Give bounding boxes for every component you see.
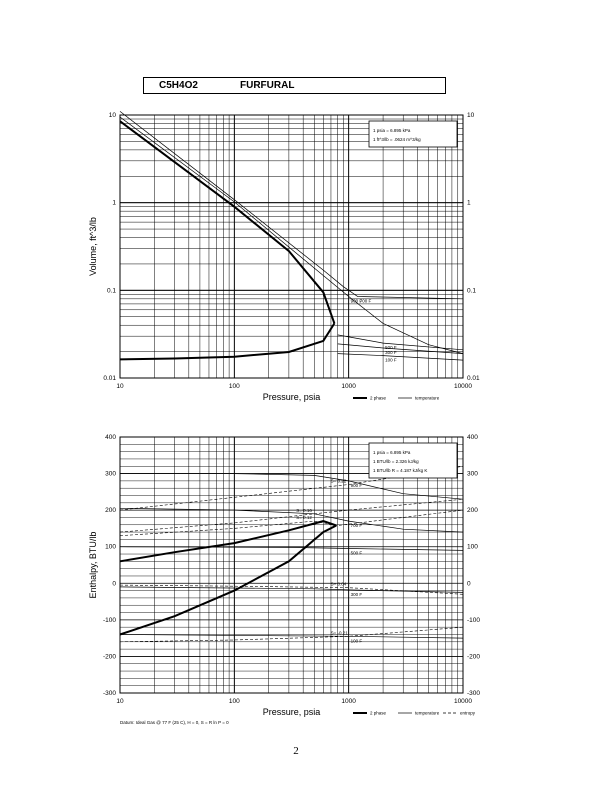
y-tick-label-right: 0.01 xyxy=(467,375,480,382)
saturated-liquid-line xyxy=(119,322,336,361)
y-tick-label: 400 xyxy=(105,434,116,441)
y-tick-label: -300 xyxy=(103,690,116,697)
legend-label: 2 phase xyxy=(370,711,387,716)
isotherm-label: 900 F xyxy=(351,299,363,304)
isotherm-line xyxy=(119,507,464,533)
chart-1 xyxy=(119,111,464,399)
isotherm-label: 900 F xyxy=(351,483,363,488)
legend-label: entropy xyxy=(460,711,476,716)
y-tick-label: 1 xyxy=(112,200,116,207)
y-tick-label-right: 10 xyxy=(467,112,475,119)
page-number: 2 xyxy=(293,745,299,757)
conversion-text: 1 BTU/lb R = 4.187 kJ/kg K xyxy=(373,468,427,473)
y-tick-label-right: 100 xyxy=(467,544,478,551)
isotherm-label: 700 F xyxy=(360,299,372,304)
y-tick-label: 0.1 xyxy=(107,287,116,294)
y-tick-label: -200 xyxy=(103,653,116,660)
y-tick-label-right: -300 xyxy=(467,690,480,697)
y-tick-label-right: 400 xyxy=(467,434,478,441)
isotherm-line xyxy=(337,343,464,354)
conversion-text: 1 BTU/lb = 2.326 kJ/kg xyxy=(373,459,419,464)
isotherm-line xyxy=(119,634,464,639)
entropy-label: S= 0.12 xyxy=(296,515,312,520)
y-tick-label: 300 xyxy=(105,471,116,478)
y-tick-label: 200 xyxy=(105,507,116,514)
conversion-text: 1 ft^3/lb = .0624 m^3/kg xyxy=(373,137,421,142)
isotherm-line xyxy=(337,334,464,351)
y-tick-label: 0 xyxy=(112,580,116,587)
legend-label: 2 phase xyxy=(370,396,387,401)
entropy-label: S= 0.04 xyxy=(331,582,347,587)
legend-label: temperature xyxy=(415,711,440,716)
conversion-text: 1 psia = 6.895 kPa xyxy=(373,128,411,133)
x-tick-label: 100 xyxy=(229,383,240,390)
y-axis-title: Enthalpy, BTU/lb xyxy=(88,532,98,599)
saturated-liquid-line xyxy=(119,524,337,636)
y-tick-label-right: -200 xyxy=(467,653,480,660)
plot-frame xyxy=(119,436,464,694)
y-axis-title: Volume, ft^3/lb xyxy=(88,217,98,276)
entropy-line xyxy=(119,509,464,536)
x-tick-label: 10 xyxy=(116,383,124,390)
isotherm-line xyxy=(119,111,464,300)
entropy-label: S= -0.21 xyxy=(331,630,349,635)
isotherm-line xyxy=(119,546,464,551)
conversion-text: 1 psia = 6.895 kPa xyxy=(373,450,411,455)
isotherm-label: 500 F xyxy=(385,345,397,350)
isotherm-label: 700 F xyxy=(351,523,363,528)
chart-2 xyxy=(119,436,464,714)
y-tick-label: -100 xyxy=(103,617,116,624)
conversion-box xyxy=(368,442,458,479)
x-tick-label: 100 xyxy=(229,698,240,705)
y-tick-label: 100 xyxy=(105,544,116,551)
x-tick-label: 10000 xyxy=(454,383,472,390)
y-tick-label-right: -100 xyxy=(467,617,480,624)
y-tick-label-right: 0.1 xyxy=(467,287,476,294)
y-tick-label-right: 300 xyxy=(467,471,478,478)
isotherm-line xyxy=(120,473,464,500)
y-tick-label-right: 0 xyxy=(467,580,471,587)
x-tick-label: 10 xyxy=(116,698,124,705)
isotherm-label: 100 F xyxy=(351,638,363,643)
x-tick-label: 10000 xyxy=(454,698,472,705)
isotherm-label: 100 F xyxy=(385,358,397,363)
legend-label: temperature xyxy=(415,396,440,401)
datum-footnote: Datum: Ideal Gas @ 77 F (25 C), H = 0, S… xyxy=(120,720,229,725)
isotherm-label: 300 F xyxy=(385,350,397,355)
title-box: C5H4O2 FURFURAL xyxy=(143,77,446,94)
y-tick-label: 10 xyxy=(109,112,117,119)
saturated-vapor-line xyxy=(119,120,336,324)
isotherm-label: 300 F xyxy=(351,592,363,597)
y-tick-label-right: 1 xyxy=(467,200,471,207)
isotherm-line xyxy=(337,353,464,361)
y-tick-label: 0.01 xyxy=(103,375,116,382)
y-tick-label-right: 200 xyxy=(467,507,478,514)
chemical-name: FURFURAL xyxy=(240,80,295,91)
x-axis-title: Pressure, psia xyxy=(263,707,321,717)
saturated-vapor-line xyxy=(119,520,337,563)
plot-frame xyxy=(119,114,464,379)
isotherm-line xyxy=(119,116,464,354)
entropy-line xyxy=(119,584,464,595)
x-axis-title: Pressure, psia xyxy=(263,392,321,402)
entropy-line xyxy=(119,498,464,533)
entropy-label: S= 0.16 xyxy=(296,508,312,513)
x-tick-label: 1000 xyxy=(341,698,356,705)
entropy-line xyxy=(119,626,464,643)
entropy-label: S= 0.22 xyxy=(331,479,347,484)
chemical-formula: C5H4O2 xyxy=(159,80,198,91)
conversion-box xyxy=(368,120,458,148)
isotherm-label: 500 F xyxy=(351,551,363,556)
x-tick-label: 1000 xyxy=(341,383,356,390)
